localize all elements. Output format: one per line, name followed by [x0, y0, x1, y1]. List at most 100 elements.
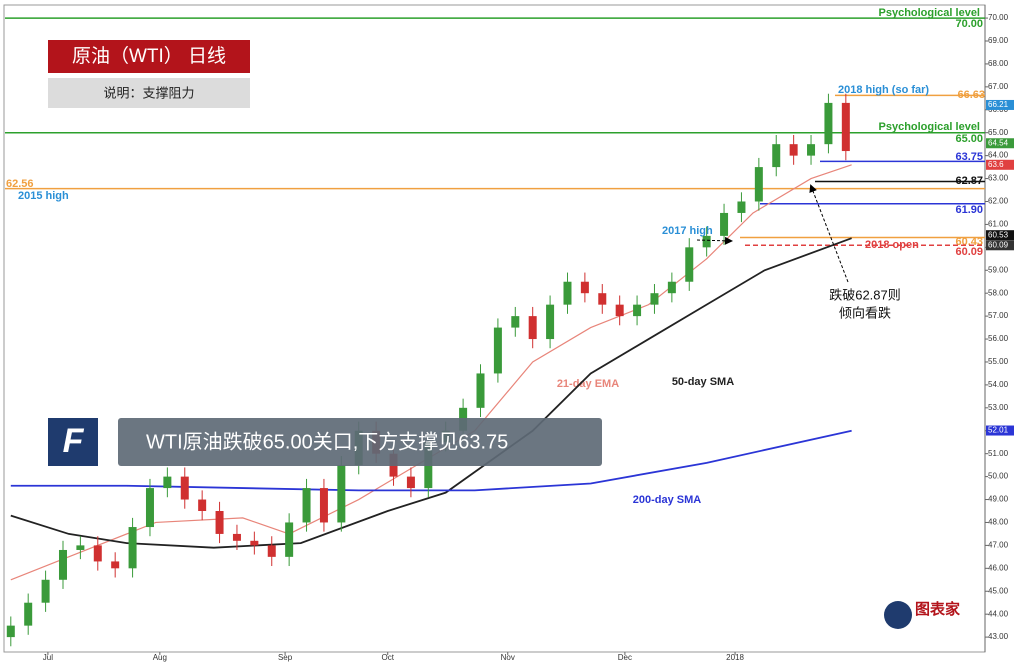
- candle-body: [580, 281, 589, 294]
- series-label: 21-day EMA: [557, 378, 619, 390]
- candle-body: [180, 476, 189, 500]
- level-value: 62.56: [6, 178, 34, 190]
- candle-body: [546, 304, 555, 340]
- price-tag-label: 66.21: [988, 100, 1009, 109]
- candle-body: [198, 499, 207, 511]
- price-tag: [986, 138, 1014, 149]
- x-tick-label: Jul: [43, 653, 53, 662]
- candle-body: [41, 579, 50, 603]
- candle-body: [267, 545, 276, 557]
- y-tick-label: 64.00: [988, 151, 1009, 160]
- x-tick-label: Dec: [618, 653, 632, 662]
- price-tag: [986, 230, 1014, 241]
- chart-title: 原油（WTI） 日线: [72, 45, 226, 67]
- candle-body: [93, 545, 102, 562]
- price-tag: [986, 159, 1014, 170]
- y-tick-label: 58.00: [988, 288, 1009, 297]
- y-tick-label: 54.00: [988, 380, 1009, 389]
- level-label: 2017 high: [662, 225, 713, 237]
- candle-body: [685, 247, 694, 282]
- candle-body: [58, 549, 67, 580]
- candle-body: [6, 625, 15, 638]
- candle-body: [24, 602, 33, 626]
- candle-body: [145, 488, 154, 528]
- candle-body: [128, 527, 137, 569]
- x-tick-label: Sep: [278, 653, 293, 662]
- candle-body: [250, 540, 259, 546]
- price-tag-label: 52.01: [988, 426, 1009, 435]
- logo-text: F: [63, 422, 85, 460]
- x-tick-label: Aug: [153, 653, 167, 662]
- candle-body: [772, 144, 781, 168]
- level-value: 63.75: [955, 151, 983, 163]
- y-tick-label: 68.00: [988, 59, 1009, 68]
- candle-body: [754, 167, 763, 202]
- y-tick-label: 56.00: [988, 334, 1009, 343]
- level-value: 61.90: [955, 204, 983, 216]
- candle-body: [598, 293, 607, 305]
- y-tick-label: 67.00: [988, 82, 1009, 91]
- level-value: 65.00: [955, 133, 983, 145]
- candle-body: [667, 281, 676, 294]
- y-tick-label: 51.00: [988, 449, 1009, 458]
- level-value: 66.63: [957, 89, 985, 101]
- level-label: 2018 open: [865, 239, 919, 251]
- watermark-logo: [884, 601, 912, 629]
- y-tick-label: 47.00: [988, 540, 1009, 549]
- y-tick-label: 69.00: [988, 36, 1009, 45]
- candle-body: [406, 476, 415, 489]
- candle-body: [563, 281, 572, 305]
- y-tick-label: 70.00: [988, 13, 1009, 22]
- x-tick-label: Oct: [381, 653, 394, 662]
- ma-line: [10, 429, 852, 492]
- y-tick-label: 53.00: [988, 403, 1009, 412]
- level-value: 62.87: [955, 175, 983, 187]
- y-tick-label: 49.00: [988, 495, 1009, 504]
- price-tag-label: 60.53: [988, 230, 1009, 239]
- level-label: 2015 high: [18, 190, 69, 202]
- banner: [118, 418, 602, 466]
- y-tick-label: 50.00: [988, 472, 1009, 481]
- candle-body: [493, 327, 502, 374]
- y-tick-label: 55.00: [988, 357, 1009, 366]
- candle-body: [615, 304, 624, 317]
- y-tick-label: 43.00: [988, 632, 1009, 641]
- price-tag: [986, 240, 1014, 251]
- level-value: 60.09: [955, 246, 983, 258]
- y-tick-label: 45.00: [988, 586, 1009, 595]
- candle-body: [789, 144, 798, 156]
- watermark: 图表家: [915, 600, 960, 618]
- candle-body: [528, 316, 537, 340]
- banner-text: WTI原油跌破65.00关口,下方支撑见63.75: [146, 430, 508, 453]
- series-label: 200-day SMA: [633, 494, 702, 506]
- x-tick-label: Nov: [501, 653, 515, 662]
- price-tag: [986, 99, 1014, 110]
- price-tag: [986, 425, 1014, 436]
- price-tag-label: 60.09: [988, 240, 1009, 249]
- y-tick-label: 44.00: [988, 609, 1009, 618]
- candle-body: [807, 144, 816, 156]
- candle-body: [285, 522, 294, 557]
- candle-body: [337, 465, 346, 523]
- candle-body: [111, 561, 120, 569]
- ma-line: [10, 237, 852, 549]
- chart-subtitle: 说明：支撑阻力: [103, 85, 194, 100]
- candle-body: [650, 293, 659, 305]
- logo: [48, 418, 98, 466]
- y-tick-label: 63.00: [988, 174, 1009, 183]
- candle-body: [232, 533, 241, 541]
- candle-body: [841, 102, 850, 152]
- candle-body: [163, 476, 172, 489]
- level-label: 2018 high (so far): [838, 84, 929, 96]
- candle-body: [824, 102, 833, 145]
- price-tag-label: 64.54: [988, 138, 1009, 147]
- y-tick-label: 48.00: [988, 518, 1009, 527]
- y-tick-label: 65.00: [988, 128, 1009, 137]
- series-label: 50-day SMA: [672, 376, 734, 388]
- arrow: [696, 236, 733, 245]
- y-tick-label: 61.00: [988, 220, 1009, 229]
- candle-body: [319, 488, 328, 523]
- annotation: 跌破62.87则: [829, 287, 901, 302]
- subtitle-box: [48, 78, 250, 108]
